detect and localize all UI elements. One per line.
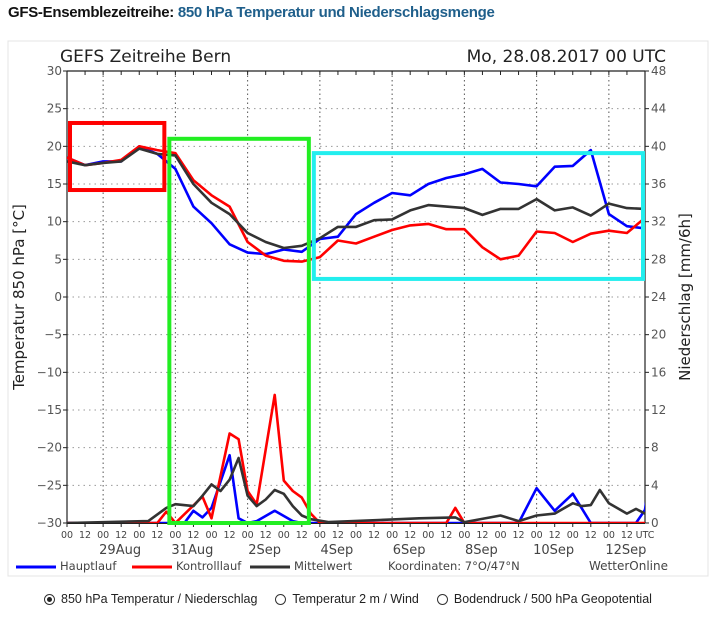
x-hour-label: 00 xyxy=(386,530,398,541)
legend-label: Kontrolllauf xyxy=(176,559,242,573)
x-date-label: 10Sep xyxy=(533,543,574,558)
y-axis-left-label: Temperatur 850 hPa [°C] xyxy=(10,204,28,391)
x-hour-label: 12 xyxy=(224,530,236,541)
y-tick-label-left: 25 xyxy=(47,102,62,116)
x-hour-label: 00 xyxy=(314,530,326,541)
x-hour-label: 00 xyxy=(494,530,506,541)
page-title: GFS-Ensemblezeitreihe: 850 hPa Temperatu… xyxy=(8,4,495,21)
highlight-box xyxy=(311,151,645,281)
x-hour-label: 00 xyxy=(242,530,254,541)
precip-line-mittelwert xyxy=(67,456,645,523)
y-tick-label-right: 0 xyxy=(651,516,659,530)
x-hour-label: 12 xyxy=(296,530,308,541)
radio-button[interactable] xyxy=(275,593,287,605)
x-hour-label: 12 xyxy=(404,530,416,541)
x-hour-label: 12 xyxy=(332,530,344,541)
x-hour-label: 00 xyxy=(133,530,145,541)
x-hour-label: 12 xyxy=(440,530,452,541)
radio-label: Temperatur 2 m / Wind xyxy=(292,592,419,606)
y-axis-right-label: Niederschlag [mm/6h] xyxy=(676,213,694,381)
chart-frame xyxy=(7,40,709,577)
y-tick-label-left: 15 xyxy=(47,177,62,191)
radio-temp-2m[interactable]: Temperatur 2 m / Wind xyxy=(275,592,419,606)
page-title-main: 850 hPa Temperatur und Niederschlagsmeng… xyxy=(177,4,495,21)
y-tick-label-right: 36 xyxy=(651,177,666,191)
radio-button[interactable] xyxy=(44,593,55,605)
x-date-label: 12Sep xyxy=(605,543,646,558)
y-tick-label-right: 44 xyxy=(651,102,666,116)
ensemble-chart: GEFS Zeitreihe Bern Mo, 28.08.2017 00 UT… xyxy=(7,40,709,577)
radio-bodendruck[interactable]: Bodendruck / 500 hPa Geopotential xyxy=(436,592,652,606)
y-tick-label-left: −5 xyxy=(44,328,62,342)
x-hour-label: 12 xyxy=(621,530,633,541)
y-tick-label-right: 48 xyxy=(651,64,666,78)
y-tick-label-left: −30 xyxy=(37,516,62,530)
y-tick-label-right: 20 xyxy=(651,328,666,342)
run-label: Mo, 28.08.2017 00 UTC xyxy=(467,47,666,67)
x-hour-label: 00 xyxy=(567,530,579,541)
x-hour-label: 12 xyxy=(187,530,199,541)
x-hour-label: 12 xyxy=(585,530,597,541)
x-date-label: 4Sep xyxy=(320,543,353,558)
y-tick-label-right: 24 xyxy=(651,290,666,304)
x-hour-label: 00 xyxy=(205,530,217,541)
x-hour-label: 00 xyxy=(458,530,470,541)
x-hour-label: 00 xyxy=(169,530,181,541)
x-hour-label: 00 xyxy=(603,530,615,541)
y-tick-label-left: −25 xyxy=(37,478,62,492)
x-date-label: 31Aug xyxy=(171,543,213,558)
x-hour-label: 00 xyxy=(97,530,109,541)
x-date-label: 2Sep xyxy=(248,543,281,558)
x-hour-label: 00 xyxy=(278,530,290,541)
x-hour-label: 12 xyxy=(513,530,525,541)
highlight-box xyxy=(167,136,311,526)
legend-label: Hauptlauf xyxy=(60,559,117,573)
x-date-label: 6Sep xyxy=(393,543,426,558)
coordinates-label: Koordinaten: 7°O/47°N xyxy=(388,559,520,573)
x-hour-label: 00 xyxy=(531,530,543,541)
y-tick-label-right: 28 xyxy=(651,252,666,266)
source-label: WetterOnline xyxy=(589,559,668,573)
x-hour-label: 00 xyxy=(61,530,73,541)
y-tick-label-right: 40 xyxy=(651,139,666,153)
chart-type-radio-group: 850 hPa Temperatur / Niederschlag Temper… xyxy=(44,592,652,606)
x-date-label: 8Sep xyxy=(465,543,498,558)
y-tick-label-left: −15 xyxy=(37,403,62,417)
y-tick-label-left: 30 xyxy=(47,64,62,78)
y-tick-label-right: 32 xyxy=(651,215,666,229)
y-tick-label-left: 10 xyxy=(47,215,62,229)
y-tick-label-right: 12 xyxy=(651,403,666,417)
x-hour-label: 12 xyxy=(476,530,488,541)
y-tick-label-left: 0 xyxy=(54,290,62,304)
radio-button[interactable] xyxy=(436,593,448,605)
x-utc-label: UTC xyxy=(636,530,655,541)
highlight-box xyxy=(68,120,167,193)
x-hour-label: 12 xyxy=(79,530,91,541)
x-hour-label: 12 xyxy=(115,530,127,541)
x-date-label: 29Aug xyxy=(99,543,141,558)
x-hour-label: 12 xyxy=(549,530,561,541)
x-hour-label: 12 xyxy=(368,530,380,541)
y-tick-label-left: 5 xyxy=(54,252,62,266)
y-tick-label-left: −10 xyxy=(37,365,62,379)
radio-850hpa[interactable]: 850 hPa Temperatur / Niederschlag xyxy=(44,592,257,606)
precip-line-kontrolllauf xyxy=(67,393,645,523)
y-tick-label-right: 8 xyxy=(651,441,659,455)
radio-label: 850 hPa Temperatur / Niederschlag xyxy=(61,592,258,606)
x-hour-label: 00 xyxy=(350,530,362,541)
page-title-prefix: GFS-Ensemblezeitreihe: xyxy=(8,4,174,21)
y-tick-label-left: 20 xyxy=(47,139,62,153)
y-tick-label-right: 16 xyxy=(651,365,666,379)
y-tick-label-right: 4 xyxy=(651,478,659,492)
chart-title: GEFS Zeitreihe Bern xyxy=(60,47,231,67)
x-hour-label: 12 xyxy=(260,530,272,541)
x-hour-label: 00 xyxy=(422,530,434,541)
y-tick-label-left: −20 xyxy=(37,441,62,455)
x-hour-label: 12 xyxy=(151,530,163,541)
radio-label: Bodendruck / 500 hPa Geopotential xyxy=(453,592,652,606)
legend-label: Mittelwert xyxy=(294,559,353,573)
